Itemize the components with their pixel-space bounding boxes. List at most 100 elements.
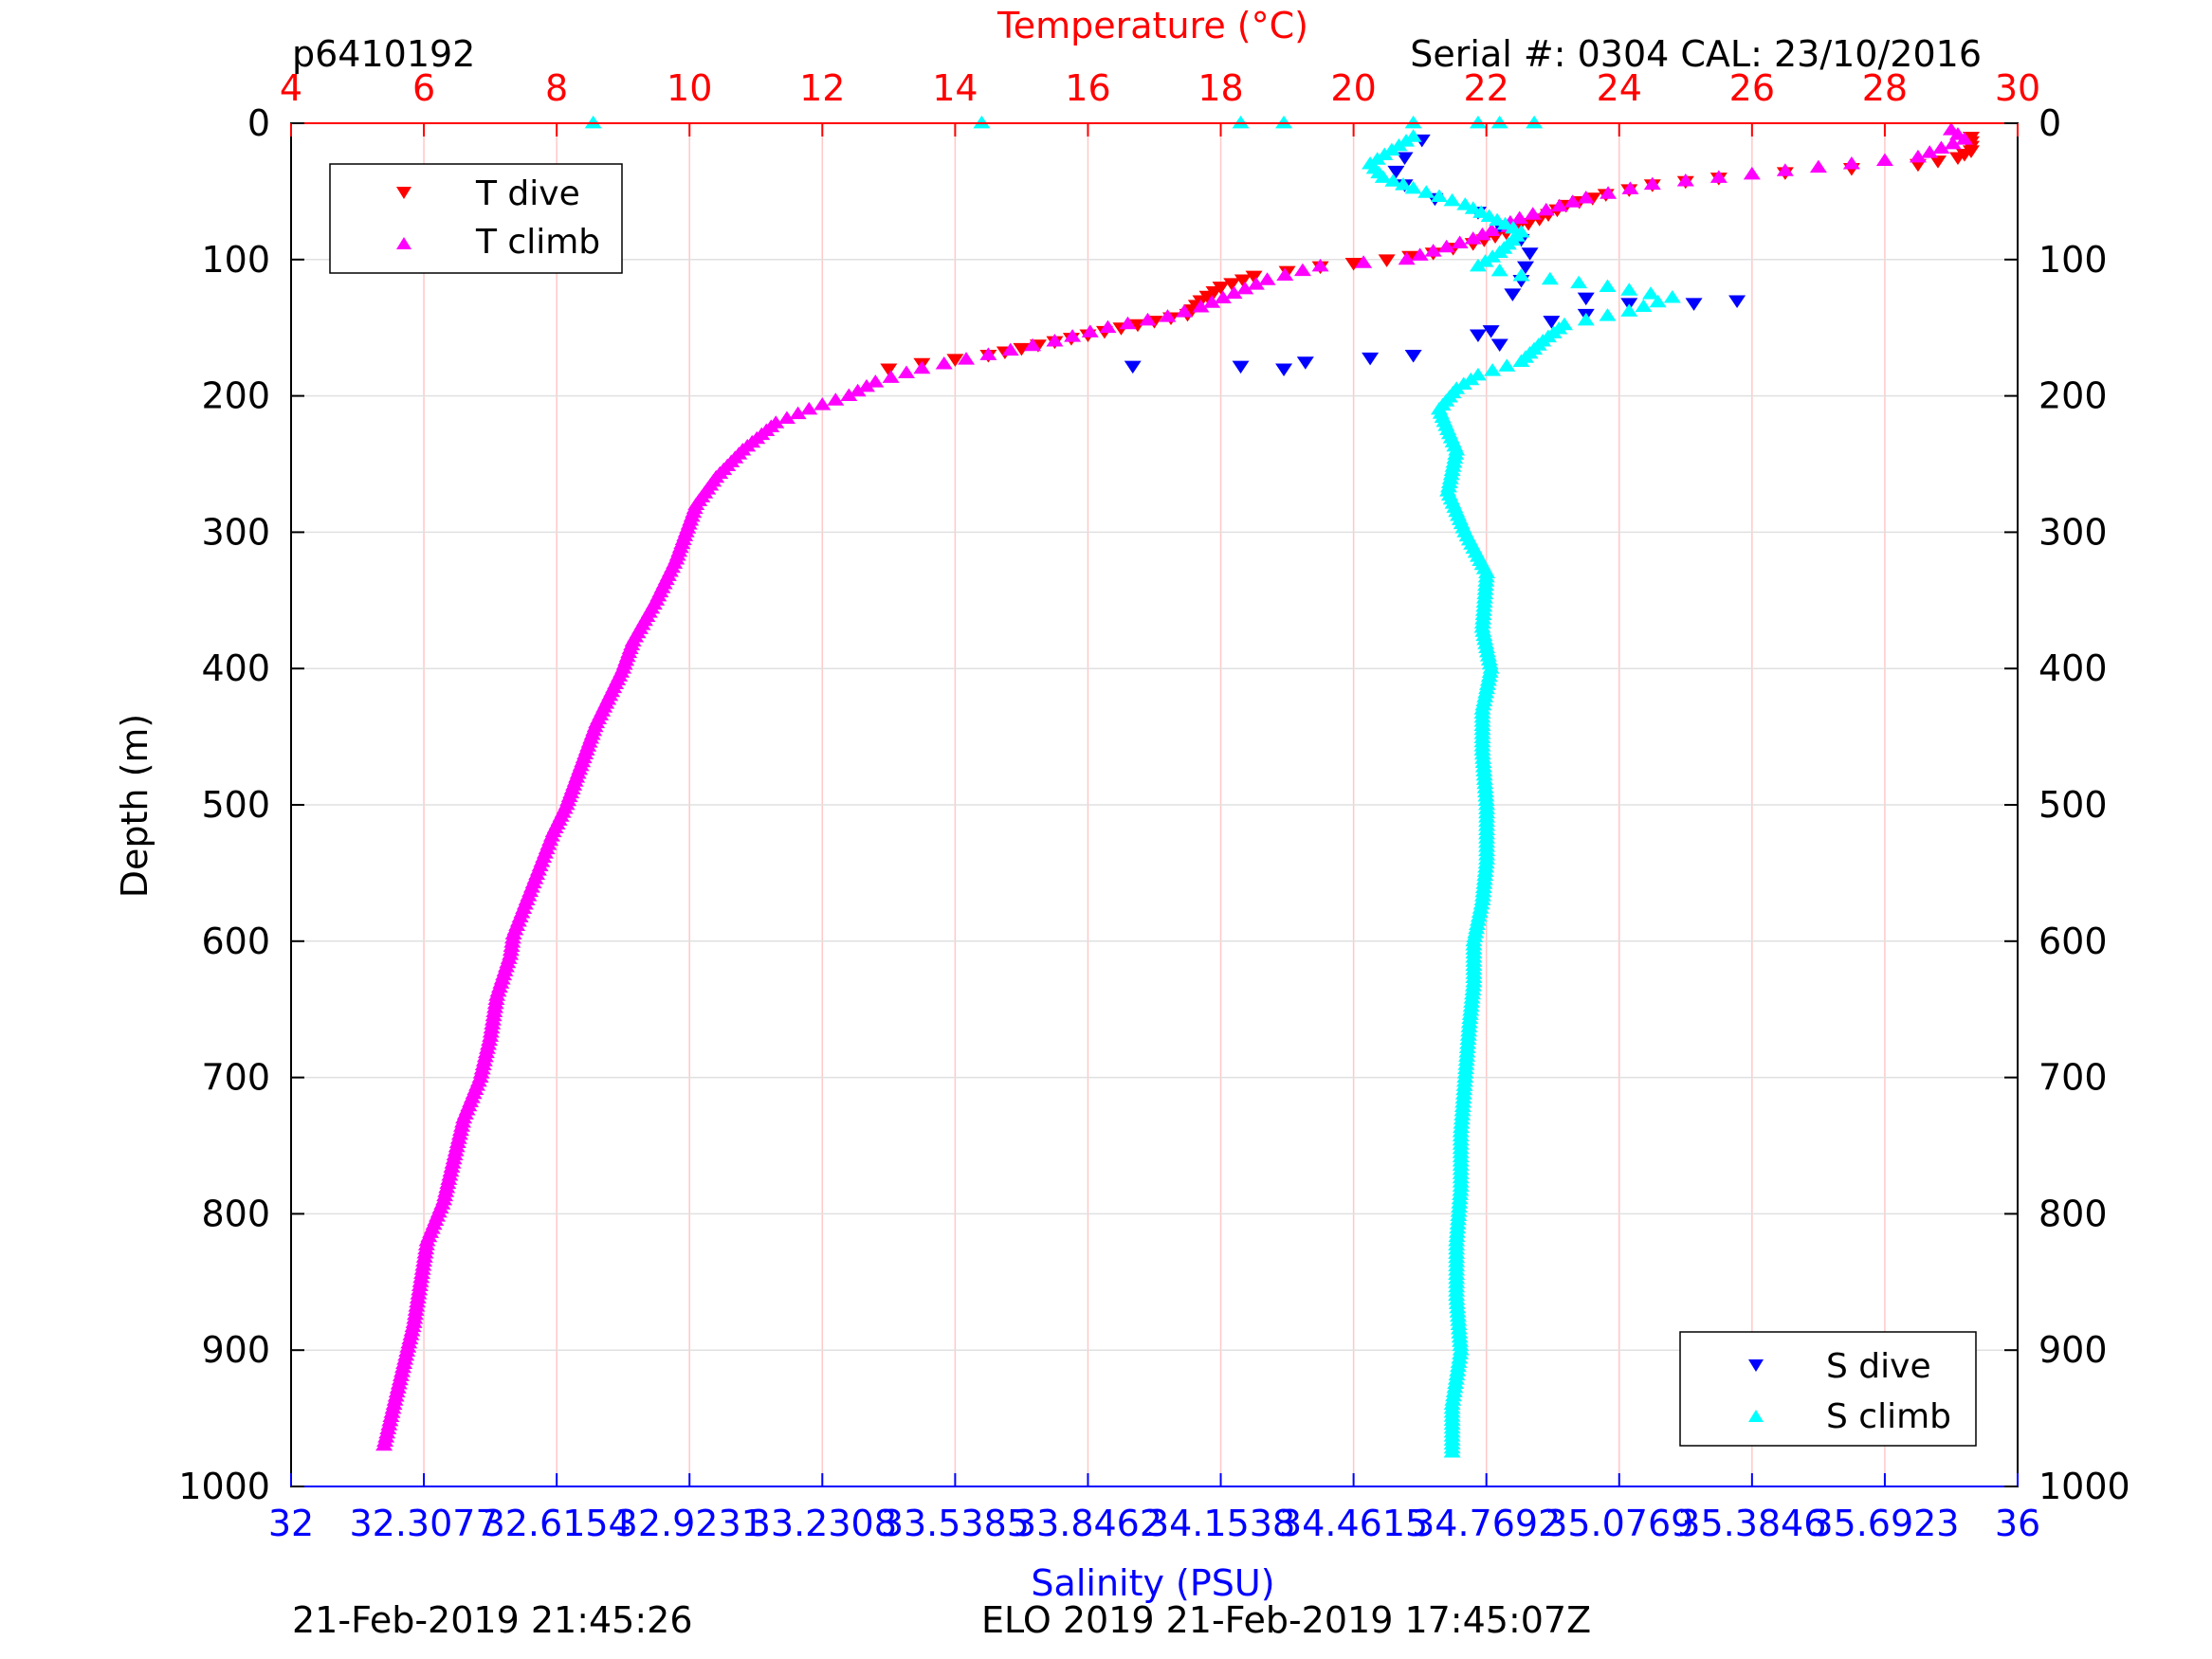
data-point — [1512, 267, 1530, 282]
data-point — [1404, 115, 1422, 129]
temperature-legend-box — [329, 163, 623, 274]
data-point — [1395, 177, 1413, 191]
temperature-legend: T dive T climb — [329, 163, 623, 274]
salinity-legend-box — [1679, 1331, 1977, 1447]
depth-tick-label-right: 200 — [2038, 375, 2108, 417]
data-point — [1955, 132, 1973, 145]
depth-tick-label-left: 200 — [201, 375, 270, 417]
data-point — [1276, 267, 1294, 281]
depth-tick-label-right: 1000 — [2038, 1466, 2130, 1507]
salinity-tick-label: 35.0769 — [1545, 1503, 1693, 1544]
depth-axis-label: Depth (m) — [114, 714, 155, 899]
salinity-tick-label: 34.1538 — [1146, 1503, 1295, 1544]
data-point — [1537, 202, 1555, 216]
depth-tick-label-left: 0 — [247, 102, 270, 144]
data-point — [1398, 251, 1416, 265]
data-point — [1247, 277, 1265, 290]
data-point — [584, 115, 602, 129]
depth-tick-label-left: 1000 — [178, 1466, 270, 1507]
data-point — [1600, 186, 1618, 199]
data-point — [1225, 285, 1243, 300]
data-point — [814, 397, 832, 410]
temperature-tick-label: 16 — [1065, 67, 1110, 109]
salinity-tick-label: 34.7692 — [1412, 1503, 1561, 1544]
data-point — [840, 388, 858, 401]
data-point — [1570, 275, 1588, 289]
data-point — [880, 363, 898, 376]
data-point — [1001, 342, 1019, 356]
depth-tick-label-right: 100 — [2038, 239, 2108, 281]
data-point — [1384, 173, 1402, 187]
data-point — [946, 354, 964, 367]
data-point — [1521, 247, 1539, 261]
data-point — [849, 383, 867, 397]
data-point — [1355, 255, 1373, 268]
data-series — [375, 115, 1980, 1458]
salinity-tick-label: 35.3846 — [1677, 1503, 1826, 1544]
data-point — [1541, 271, 1559, 285]
data-point — [867, 374, 885, 388]
depth-tick-label-left: 100 — [201, 239, 270, 281]
data-point — [1443, 192, 1461, 207]
data-point — [1159, 309, 1177, 322]
data-point — [1550, 198, 1568, 212]
data-point — [789, 406, 807, 420]
data-point — [1577, 292, 1595, 306]
series-s-climb — [584, 115, 1681, 1458]
data-point — [1932, 140, 1950, 155]
data-point — [1643, 176, 1661, 191]
data-point — [1526, 115, 1544, 129]
salinity-tick-label: 34.4615 — [1279, 1503, 1428, 1544]
data-point — [1577, 312, 1595, 326]
data-point — [1620, 283, 1638, 296]
data-point — [1482, 325, 1500, 338]
depth-tick-label-right: 700 — [2038, 1057, 2108, 1099]
data-point — [1483, 223, 1501, 237]
salinity-tick-label: 33.8462 — [1014, 1503, 1162, 1544]
data-point — [1498, 358, 1516, 372]
depth-tick-label-right: 400 — [2038, 647, 2108, 689]
data-point — [1469, 258, 1487, 272]
salinity-tick-label: 32.9231 — [615, 1503, 764, 1544]
data-point — [1709, 170, 1728, 183]
temperature-tick-label: 14 — [932, 67, 978, 109]
data-point — [1124, 360, 1142, 374]
temperature-tick-label: 30 — [1995, 67, 2040, 109]
temperature-tick-label: 28 — [1862, 67, 1908, 109]
data-point — [1396, 152, 1414, 166]
data-point — [1293, 263, 1311, 277]
data-point — [1563, 194, 1581, 208]
data-point — [1944, 136, 1962, 150]
data-point — [1430, 189, 1448, 203]
data-point — [1119, 316, 1137, 330]
data-point — [1955, 148, 1973, 162]
footer-mission-info: ELO 2019 21-Feb-2019 17:45:07Z — [981, 1599, 1591, 1641]
salinity-axis-label: Salinity (PSU) — [1031, 1562, 1274, 1604]
depth-tick-label-right: 0 — [2038, 102, 2061, 144]
data-point — [973, 115, 991, 129]
data-point — [1577, 190, 1595, 204]
series-t-climb — [375, 122, 1973, 1451]
legend-marker-t-dive — [396, 187, 411, 199]
data-point — [1469, 329, 1487, 342]
data-point — [1223, 278, 1241, 291]
legend-label-t-climb: T climb — [475, 223, 600, 262]
data-point — [1404, 180, 1422, 194]
data-point — [1234, 274, 1252, 287]
data-point — [958, 352, 976, 365]
data-point — [1374, 170, 1392, 183]
data-point — [1517, 261, 1535, 275]
data-point — [1214, 290, 1232, 303]
temperature-tick-label: 6 — [412, 67, 435, 109]
data-point — [1929, 155, 1947, 169]
data-point — [882, 370, 900, 383]
data-point — [1258, 272, 1276, 285]
data-point — [1451, 235, 1469, 248]
temperature-axis-label: Temperature (°C) — [996, 5, 1308, 46]
depth-tick-label-left: 800 — [201, 1193, 270, 1234]
legend-marker-s-dive — [1748, 1359, 1764, 1372]
temperature-tick-label: 22 — [1464, 67, 1509, 109]
data-point — [1404, 350, 1422, 363]
data-point — [1743, 166, 1761, 180]
data-point — [1296, 356, 1314, 370]
